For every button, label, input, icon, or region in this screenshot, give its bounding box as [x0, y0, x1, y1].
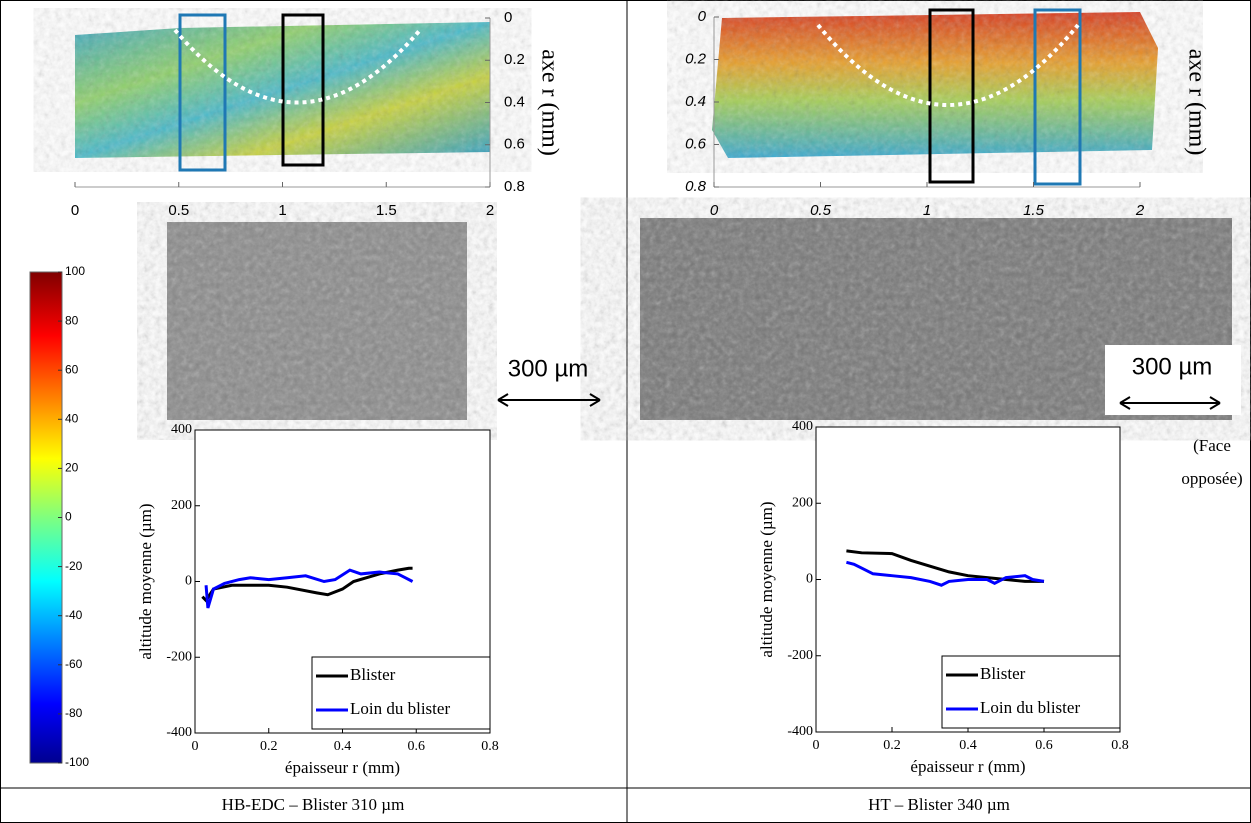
- y-axis-label: altitude moyenne (µm): [757, 501, 776, 657]
- data-line: [846, 549, 1044, 583]
- y-tick-label: 0.4: [685, 93, 706, 110]
- blister-outline: [816, 23, 1080, 107]
- note: opposée): [1181, 469, 1242, 488]
- region-box: [1033, 8, 1082, 186]
- colorbar-tick-label: -60: [65, 657, 83, 671]
- y-tick-label: 0: [185, 574, 192, 589]
- colorbar-tick-label: -40: [65, 608, 83, 622]
- region-box: [928, 8, 975, 184]
- y-tick-label: 400: [792, 419, 813, 434]
- x-tick-label: 1.5: [1023, 202, 1045, 219]
- x-tick-label: 1: [923, 202, 931, 219]
- y-tick-label: 0.4: [504, 93, 525, 110]
- colorbar-tick-label: 40: [65, 411, 79, 425]
- colorbar-tick-label: -80: [65, 706, 83, 720]
- blister-outline: [173, 28, 422, 105]
- y-tick-label: 400: [171, 422, 192, 437]
- sem-texture: [167, 222, 467, 420]
- scale-arrow: [1119, 396, 1221, 410]
- x-tick-label: 0.2: [260, 739, 278, 754]
- legend: [941, 655, 1121, 729]
- legend-label: Blister: [980, 664, 1026, 683]
- data-line: [846, 560, 1045, 587]
- x-tick-label: 0: [71, 202, 79, 219]
- x-tick-label: 0.6: [408, 739, 426, 754]
- legend-label: Loin du blister: [350, 699, 450, 718]
- x-tick-label: 2: [486, 202, 494, 219]
- y-tick-label: -200: [166, 649, 192, 664]
- x-tick-label: 0.4: [959, 738, 977, 753]
- x-axis-label: épaisseur r (mm): [285, 758, 400, 777]
- y-axis-label: altitude moyenne (µm): [136, 503, 155, 659]
- x-tick-label: 0.8: [1111, 738, 1129, 753]
- y-tick-label: 0.8: [685, 178, 707, 195]
- x-tick-label: 0.6: [1035, 738, 1053, 753]
- y-tick-label: 0.8: [504, 178, 525, 195]
- scale-label: 300 µm: [1132, 353, 1213, 380]
- colorbar-tick-label: 60: [65, 362, 79, 376]
- scale-arrow: [497, 393, 601, 407]
- note: (Face: [1193, 436, 1231, 455]
- y-tick-label: 0: [806, 572, 813, 587]
- x-tick-label: 0.2: [883, 738, 901, 753]
- caption: HB-EDC – Blister 310 µm: [222, 795, 405, 814]
- x-tick-label: 1.5: [376, 202, 397, 219]
- y-tick-label: 0: [698, 8, 707, 25]
- x-axis-label: épaisseur r (mm): [910, 757, 1025, 776]
- colorbar-tick-label: -100: [65, 755, 89, 769]
- legend-label: Loin du blister: [980, 698, 1080, 717]
- colorbar: [29, 271, 63, 764]
- y-axis-label: axe r (mm): [1183, 49, 1209, 156]
- y-tick-label: 200: [792, 495, 813, 510]
- data-line: [204, 568, 414, 609]
- x-tick-label: 0: [710, 202, 719, 219]
- y-tick-label: 0.2: [685, 50, 707, 67]
- y-tick-label: -400: [166, 725, 192, 740]
- colorbar-tick-label: 0: [65, 510, 72, 524]
- region-box: [281, 13, 325, 167]
- colorbar-tick-label: -20: [65, 559, 83, 573]
- x-tick-label: 0: [192, 739, 199, 754]
- topography-texture: [712, 12, 1158, 158]
- scale-label: 300 µm: [508, 355, 589, 382]
- x-tick-label: 0.5: [810, 202, 832, 219]
- region-box: [178, 13, 227, 172]
- legend-label: Blister: [350, 665, 396, 684]
- y-tick-label: 0.2: [504, 51, 525, 68]
- colorbar-tick-label: 100: [65, 264, 85, 278]
- x-tick-label: 0.4: [334, 739, 352, 754]
- x-tick-label: 1: [278, 202, 286, 219]
- x-tick-label: 2: [1135, 202, 1145, 219]
- y-tick-label: 0.6: [685, 135, 707, 152]
- legend: [311, 656, 491, 730]
- x-tick-label: 0.5: [168, 202, 189, 219]
- x-tick-label: 0: [813, 738, 820, 753]
- y-tick-label: 200: [171, 498, 192, 513]
- colorbar-tick-label: 80: [65, 313, 79, 327]
- caption: HT – Blister 340 µm: [868, 795, 1010, 814]
- x-tick-label: 0.8: [481, 739, 499, 754]
- y-tick-label: -400: [787, 724, 813, 739]
- y-tick-label: 0.6: [504, 136, 525, 153]
- y-tick-label: 0: [504, 9, 512, 26]
- y-tick-label: -200: [787, 648, 813, 663]
- y-axis-label: axe r (mm): [536, 49, 562, 156]
- colorbar-tick-label: 20: [65, 461, 79, 475]
